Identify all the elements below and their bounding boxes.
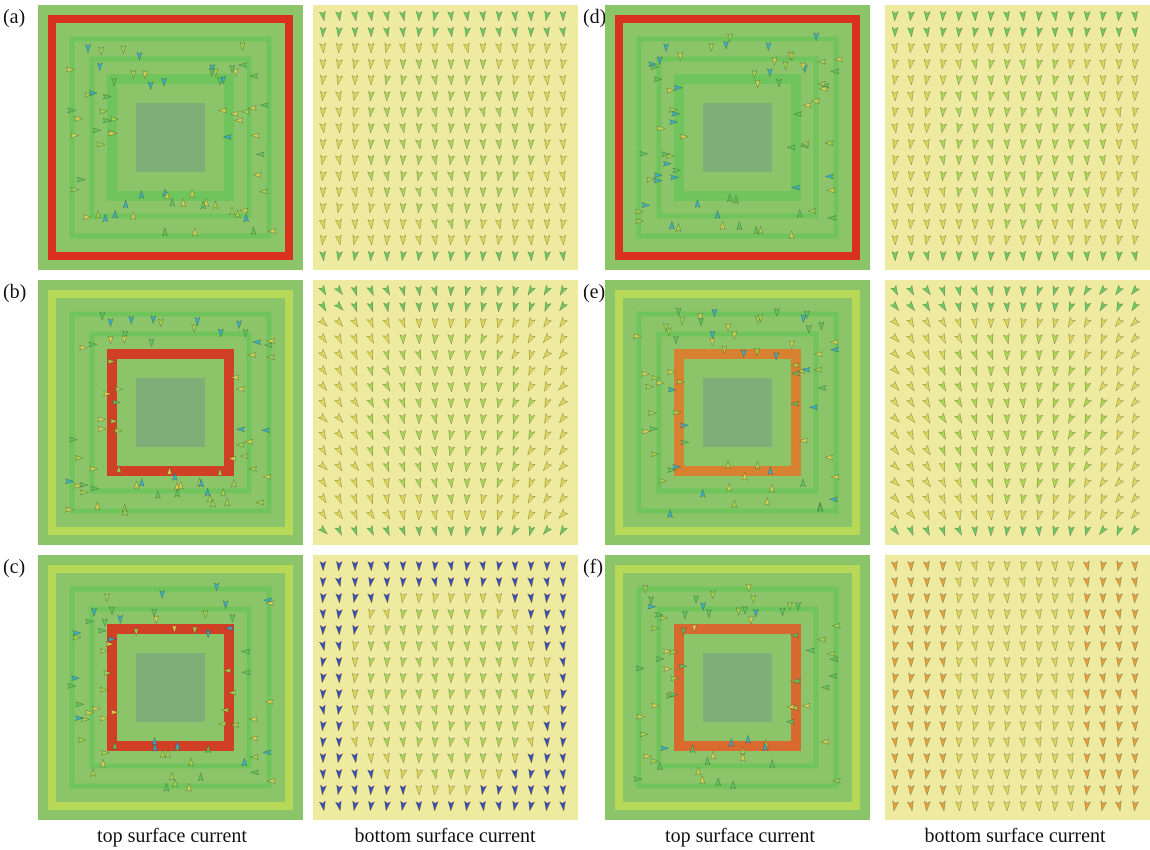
panel-label: (c) [3,556,25,578]
panel-label: (d) [583,6,606,28]
caption: top surface current [97,825,247,847]
center-patch [136,103,205,172]
top-surface-image [38,280,303,545]
caption: bottom surface current [924,825,1105,847]
bottom-surface-image [313,555,578,820]
substrate [313,280,578,545]
center-patch [136,378,205,447]
center-patch [703,378,772,447]
figure: (a) (b) (c) (d) (e) (f) top surface current bot… [0,0,1150,850]
bottom-surface-image [313,5,578,270]
bottom-surface-image [313,280,578,545]
bottom-surface-image [885,555,1150,820]
panel-label: (f) [583,556,603,578]
caption: bottom surface current [354,825,535,847]
top-surface-image [38,555,303,820]
bottom-surface-image [885,280,1150,545]
center-patch [136,653,205,722]
bottom-surface-image [885,5,1150,270]
top-surface-image [38,5,303,270]
panel-label: (e) [583,281,605,303]
top-surface-image [605,280,870,545]
substrate [313,555,578,820]
center-patch [703,103,772,172]
caption: top surface current [665,825,815,847]
substrate [885,280,1150,545]
panel-label: (a) [3,6,25,28]
panel-label: (b) [3,281,26,303]
center-patch [703,653,772,722]
top-surface-image [605,5,870,270]
top-surface-image [605,555,870,820]
